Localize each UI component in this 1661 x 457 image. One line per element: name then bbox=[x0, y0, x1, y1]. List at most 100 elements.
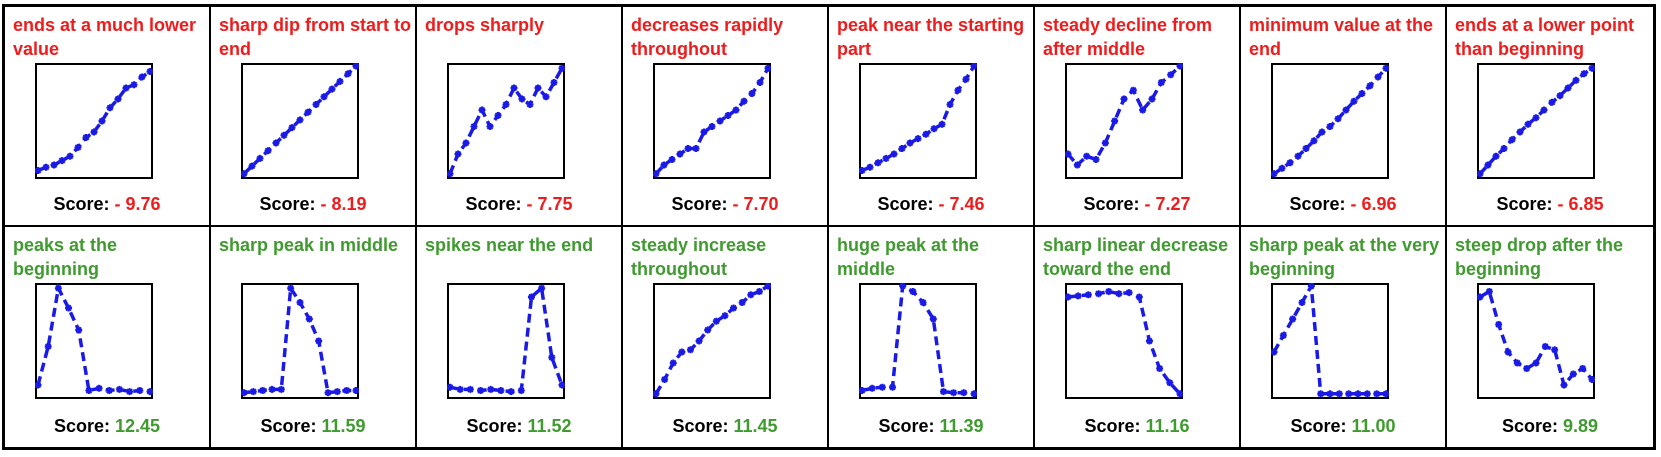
data-point bbox=[44, 343, 52, 350]
chart-grid: ends at a much lower value Score: - 9.76 s… bbox=[2, 4, 1656, 450]
data-point bbox=[1335, 390, 1343, 398]
line-plot bbox=[859, 283, 977, 399]
data-point bbox=[1477, 170, 1484, 178]
data-point bbox=[756, 79, 764, 86]
score-line: Score: 9.89 bbox=[1447, 416, 1653, 437]
data-point bbox=[950, 389, 958, 397]
data-point bbox=[1485, 288, 1493, 295]
data-point bbox=[1532, 359, 1540, 367]
data-point bbox=[1326, 390, 1334, 398]
score-line: Score: 11.00 bbox=[1241, 416, 1445, 437]
data-point bbox=[946, 101, 954, 108]
data-point bbox=[1166, 379, 1174, 387]
data-point bbox=[1065, 150, 1072, 158]
chart-panel: sharp linear decrease toward the end Scor… bbox=[1035, 227, 1241, 447]
data-point bbox=[708, 123, 716, 130]
data-point bbox=[268, 385, 276, 393]
chart-panel: steady decline from after middle Score: -… bbox=[1035, 7, 1241, 227]
plot-frame bbox=[35, 283, 153, 399]
data-point bbox=[1541, 343, 1549, 350]
data-point bbox=[324, 389, 332, 397]
data-point bbox=[264, 147, 272, 155]
data-point bbox=[487, 385, 495, 393]
data-point bbox=[447, 170, 454, 178]
chart-panel: sharp peak in middle Score: 11.59 bbox=[211, 227, 417, 447]
data-point bbox=[716, 117, 724, 125]
data-point bbox=[676, 150, 684, 158]
line-plot bbox=[241, 283, 359, 399]
line-plot bbox=[1065, 63, 1183, 179]
data-point bbox=[538, 284, 546, 292]
data-point bbox=[954, 86, 962, 94]
data-point bbox=[54, 284, 62, 292]
chart-panel: drops sharply Score: - 7.75 bbox=[417, 7, 623, 227]
data-point bbox=[1286, 159, 1294, 167]
data-point bbox=[1095, 290, 1103, 298]
data-point bbox=[517, 387, 525, 394]
data-point bbox=[1588, 64, 1595, 72]
data-point bbox=[1382, 390, 1389, 398]
data-point bbox=[1354, 390, 1362, 398]
chart-caption: peak near the starting part bbox=[837, 15, 1025, 59]
data-point bbox=[684, 145, 692, 152]
chart-panel: peak near the starting part Score: - 7.46 bbox=[829, 7, 1035, 227]
data-point bbox=[686, 346, 694, 354]
data-point bbox=[312, 101, 320, 108]
score-label: Score: bbox=[53, 416, 110, 436]
data-point bbox=[1145, 337, 1153, 345]
chart-caption: sharp peak at the very beginning bbox=[1249, 235, 1440, 279]
data-point bbox=[1358, 90, 1366, 97]
data-point bbox=[288, 124, 296, 132]
data-point bbox=[75, 326, 83, 334]
line-plot bbox=[35, 63, 153, 179]
data-point bbox=[1580, 70, 1588, 78]
data-point bbox=[296, 299, 304, 306]
score-value: 11.59 bbox=[321, 416, 366, 436]
score-value: - 6.96 bbox=[1350, 194, 1397, 214]
data-point bbox=[1120, 95, 1128, 103]
score-label: Score: bbox=[1084, 416, 1141, 436]
data-point bbox=[1278, 164, 1286, 172]
chart-panel: minimum value at the end Score: - 6.96 bbox=[1241, 7, 1447, 227]
data-point bbox=[1363, 390, 1371, 398]
data-point bbox=[738, 299, 746, 306]
chart-panel: sharp dip from start to end Score: - 8.19 bbox=[211, 7, 417, 227]
data-point bbox=[1564, 84, 1572, 92]
data-point bbox=[1382, 64, 1389, 72]
chart-panel: huge peak at the middle Score: 11.39 bbox=[829, 227, 1035, 447]
series-line bbox=[654, 284, 769, 395]
line-plot bbox=[35, 283, 153, 399]
data-point bbox=[454, 150, 462, 158]
score-value: - 7.70 bbox=[732, 194, 779, 214]
data-point bbox=[970, 63, 977, 70]
data-point bbox=[866, 163, 874, 171]
score-label: Score: bbox=[465, 194, 522, 214]
data-point bbox=[700, 128, 708, 136]
data-point bbox=[1302, 145, 1310, 152]
data-point bbox=[470, 123, 478, 130]
chart-caption: sharp dip from start to end bbox=[219, 15, 412, 59]
data-point bbox=[343, 387, 351, 394]
data-point bbox=[732, 106, 740, 114]
data-point bbox=[98, 117, 106, 125]
data-point bbox=[970, 390, 977, 398]
data-point bbox=[1148, 95, 1156, 103]
data-point bbox=[486, 123, 494, 130]
data-point bbox=[1551, 346, 1559, 354]
data-point bbox=[130, 81, 138, 89]
data-point bbox=[922, 130, 930, 138]
series-line bbox=[861, 65, 976, 173]
data-point bbox=[906, 139, 914, 147]
data-point bbox=[1334, 115, 1342, 123]
score-line: Score: - 6.85 bbox=[1447, 194, 1653, 215]
data-point bbox=[66, 152, 74, 160]
line-plot bbox=[653, 283, 771, 399]
score-value: - 9.76 bbox=[114, 194, 161, 214]
plot-frame bbox=[859, 283, 977, 399]
series-line bbox=[448, 67, 564, 175]
score-label: Score: bbox=[878, 416, 935, 436]
data-point bbox=[272, 139, 280, 147]
data-point bbox=[1500, 145, 1508, 152]
data-point bbox=[241, 170, 248, 178]
data-point bbox=[126, 388, 134, 396]
